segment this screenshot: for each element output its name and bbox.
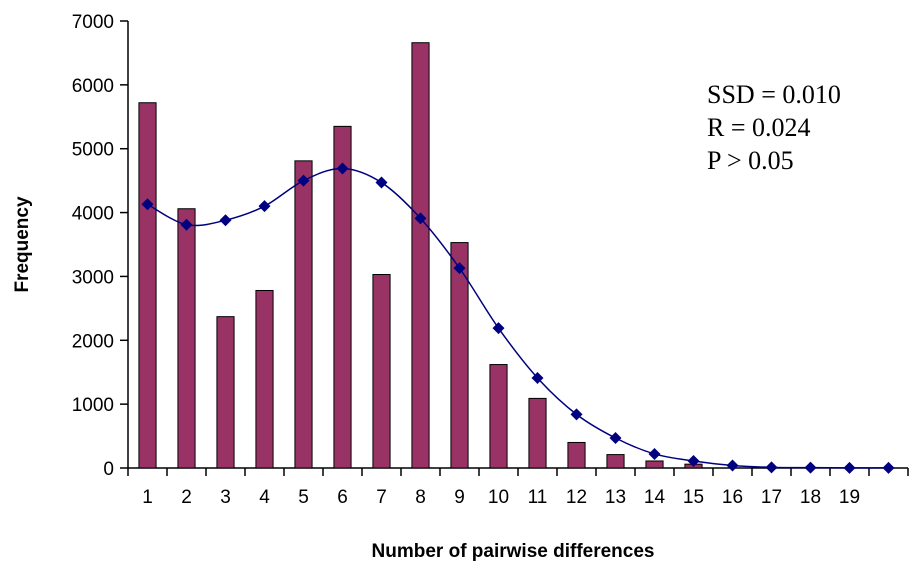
line-point (297, 174, 310, 187)
x-tick-label: 5 (298, 487, 309, 508)
y-tick-label: 3000 (72, 267, 114, 288)
line-point (258, 200, 271, 213)
x-tick-label: 18 (800, 487, 821, 508)
x-tick-label: 15 (683, 487, 704, 508)
line-point (375, 176, 388, 189)
x-tick-label: 16 (722, 487, 743, 508)
bar (645, 460, 664, 469)
line-point (726, 459, 739, 472)
bar (255, 289, 274, 469)
line-point (414, 212, 427, 225)
bar (216, 316, 235, 469)
x-tick-label: 2 (181, 487, 192, 508)
x-tick-label: 12 (566, 487, 587, 508)
x-tick-label: 10 (488, 487, 509, 508)
y-tick-label: 6000 (72, 76, 114, 97)
y-axis-title: Frequency (12, 196, 33, 293)
line-point (804, 461, 817, 474)
line-point (648, 447, 661, 460)
bar (450, 242, 469, 469)
x-tick-label: 7 (376, 487, 387, 508)
line-point (531, 371, 544, 384)
annotations: SSD = 0.010 R = 0.024 P > 0.05 (707, 80, 841, 175)
x-axis-title: Number of pairwise differences (372, 541, 655, 562)
line-point (765, 461, 778, 474)
bar (411, 42, 430, 469)
y-tick-label: 4000 (72, 204, 114, 225)
x-tick-label: 8 (415, 487, 426, 508)
annotation-text: SSD = 0.010 (707, 80, 841, 109)
x-tick-labels: 1 2 3 4 5 6 7 8 9 10 11 12 13 14 15 16 17 18 19 (142, 487, 860, 508)
bar (177, 208, 196, 469)
line-point (882, 461, 895, 474)
y-tick-label: 0 (103, 459, 114, 480)
x-tick-label: 11 (528, 487, 548, 508)
bar-series (138, 42, 703, 469)
line-point (336, 162, 349, 175)
line-point (843, 461, 856, 474)
x-tick-label: 4 (259, 487, 270, 508)
bar (528, 397, 547, 469)
x-tick-label: 9 (454, 487, 465, 508)
bar (333, 125, 352, 469)
bar (489, 364, 508, 469)
y-tick-labels: 0 1000 2000 3000 4000 5000 6000 7000 (72, 12, 114, 480)
bar (567, 441, 586, 469)
x-tick-label: 13 (605, 487, 626, 508)
x-tick-label: 3 (220, 487, 231, 508)
y-tick-label: 5000 (72, 140, 114, 161)
line-series (141, 162, 895, 474)
bar (606, 454, 625, 469)
line-point (492, 322, 505, 335)
x-tick-label: 6 (337, 487, 348, 508)
y-tick-label: 7000 (72, 12, 114, 33)
line-point (570, 408, 583, 421)
bar (138, 102, 157, 469)
y-tick-label: 2000 (72, 331, 114, 352)
line-point (141, 198, 154, 211)
x-tick-label: 1 (142, 487, 153, 508)
bar (294, 160, 313, 469)
x-tick-label: 17 (761, 487, 782, 508)
x-tick-label: 14 (644, 487, 666, 508)
x-tick-label: 19 (839, 487, 860, 508)
annotation-text: P > 0.05 (707, 146, 794, 175)
annotation-text: R = 0.024 (707, 113, 811, 142)
line-point (453, 262, 466, 275)
line-point (609, 431, 622, 444)
y-tick-label: 1000 (72, 395, 114, 416)
line-point (180, 218, 193, 231)
bar (372, 274, 391, 469)
line-point (219, 214, 232, 227)
line-point (687, 454, 700, 467)
